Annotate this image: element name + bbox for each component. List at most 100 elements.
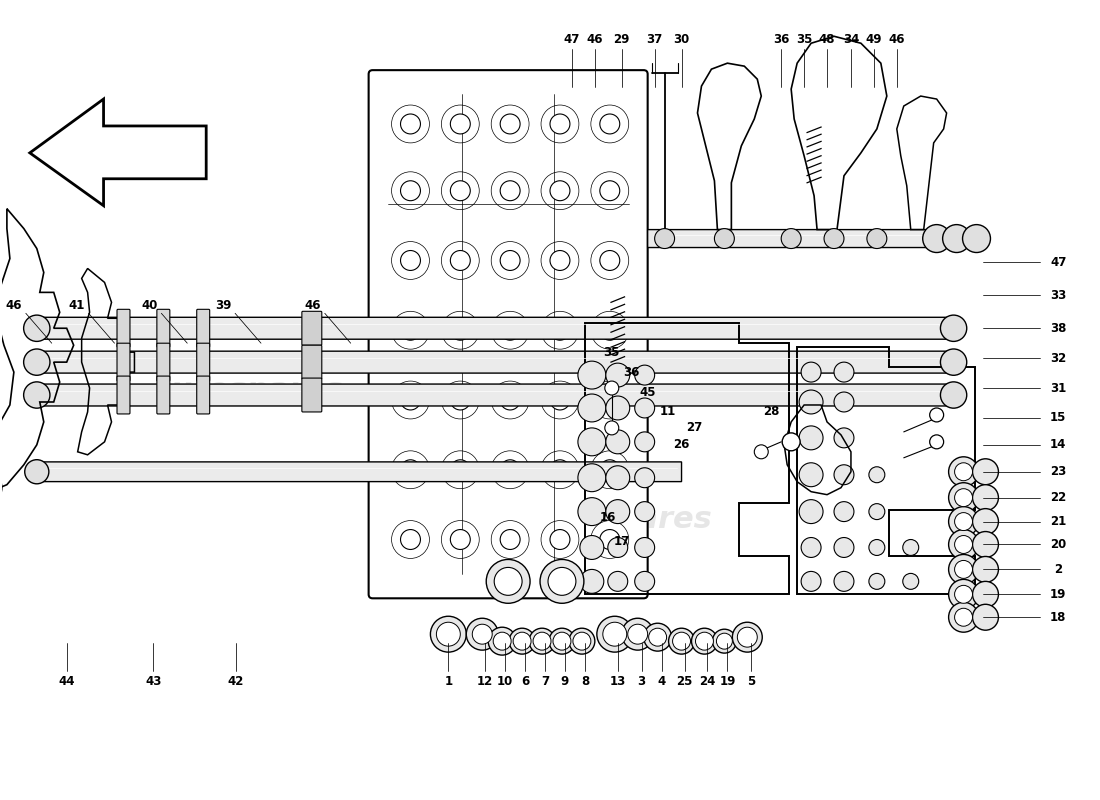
Text: 20: 20 <box>1050 538 1066 551</box>
Text: 43: 43 <box>145 674 162 687</box>
Circle shape <box>869 466 884 482</box>
Text: 17: 17 <box>614 535 630 548</box>
Circle shape <box>450 250 471 270</box>
Circle shape <box>867 229 887 249</box>
Text: 9: 9 <box>561 674 569 687</box>
Circle shape <box>600 530 619 550</box>
Circle shape <box>550 530 570 550</box>
Text: 2: 2 <box>1054 563 1063 576</box>
Circle shape <box>534 632 551 650</box>
Circle shape <box>955 608 972 626</box>
Circle shape <box>23 349 50 375</box>
Circle shape <box>903 539 918 555</box>
Text: 27: 27 <box>686 422 703 434</box>
Circle shape <box>972 582 999 607</box>
Circle shape <box>930 408 944 422</box>
Text: 30: 30 <box>673 33 690 46</box>
Text: 49: 49 <box>866 33 882 46</box>
Circle shape <box>441 521 480 558</box>
Text: 12: 12 <box>477 674 494 687</box>
Circle shape <box>781 229 801 249</box>
Circle shape <box>24 460 48 484</box>
Circle shape <box>869 504 884 519</box>
Circle shape <box>591 451 629 489</box>
Circle shape <box>600 460 619 480</box>
Circle shape <box>606 430 629 454</box>
Text: eurospares: eurospares <box>152 375 344 405</box>
Circle shape <box>801 571 821 591</box>
Circle shape <box>834 428 854 448</box>
Circle shape <box>591 242 629 279</box>
Text: 46: 46 <box>305 299 321 312</box>
Circle shape <box>869 574 884 590</box>
Text: 7: 7 <box>541 674 549 687</box>
Circle shape <box>441 381 480 419</box>
Circle shape <box>672 632 691 650</box>
Circle shape <box>605 421 619 435</box>
Circle shape <box>669 628 694 654</box>
Circle shape <box>600 250 619 270</box>
Circle shape <box>450 390 471 410</box>
Circle shape <box>605 381 619 395</box>
Circle shape <box>930 435 944 449</box>
Circle shape <box>948 554 979 584</box>
Circle shape <box>597 616 632 652</box>
Circle shape <box>486 559 530 603</box>
Circle shape <box>492 172 529 210</box>
Circle shape <box>550 250 570 270</box>
Text: 15: 15 <box>1050 411 1066 425</box>
FancyBboxPatch shape <box>157 376 169 414</box>
Circle shape <box>600 181 619 201</box>
Circle shape <box>714 229 735 249</box>
Circle shape <box>578 464 606 492</box>
Text: 3: 3 <box>638 674 646 687</box>
Circle shape <box>492 105 529 143</box>
Text: 10: 10 <box>497 674 514 687</box>
Text: 26: 26 <box>673 438 690 451</box>
Circle shape <box>400 530 420 550</box>
Text: 39: 39 <box>214 299 231 312</box>
Text: 5: 5 <box>747 674 756 687</box>
FancyBboxPatch shape <box>197 343 210 381</box>
Circle shape <box>553 632 571 650</box>
Circle shape <box>23 382 50 408</box>
Circle shape <box>834 465 854 485</box>
Text: 22: 22 <box>1050 491 1066 504</box>
Circle shape <box>834 502 854 522</box>
Circle shape <box>869 539 884 555</box>
Circle shape <box>500 181 520 201</box>
FancyBboxPatch shape <box>36 384 954 406</box>
Circle shape <box>540 559 584 603</box>
Circle shape <box>955 462 972 481</box>
Text: 48: 48 <box>818 33 835 46</box>
Circle shape <box>578 361 606 389</box>
Circle shape <box>591 311 629 349</box>
Text: 18: 18 <box>1050 610 1066 624</box>
Circle shape <box>600 390 619 410</box>
Text: 36: 36 <box>773 33 790 46</box>
Circle shape <box>635 571 654 591</box>
FancyBboxPatch shape <box>197 376 210 414</box>
Circle shape <box>441 172 480 210</box>
Circle shape <box>430 616 466 652</box>
Circle shape <box>955 586 972 603</box>
Text: 41: 41 <box>68 299 85 312</box>
FancyBboxPatch shape <box>36 462 682 482</box>
FancyBboxPatch shape <box>368 70 648 598</box>
Circle shape <box>755 445 768 458</box>
Circle shape <box>573 632 591 650</box>
Circle shape <box>606 396 629 420</box>
Circle shape <box>608 571 628 591</box>
Text: 47: 47 <box>563 33 580 46</box>
Circle shape <box>940 349 967 375</box>
Circle shape <box>392 172 429 210</box>
Text: 36: 36 <box>624 366 640 378</box>
Circle shape <box>654 229 674 249</box>
FancyBboxPatch shape <box>157 310 169 347</box>
Text: 25: 25 <box>676 674 693 687</box>
Circle shape <box>392 381 429 419</box>
Circle shape <box>500 114 520 134</box>
Circle shape <box>955 535 972 554</box>
Circle shape <box>492 311 529 349</box>
Circle shape <box>635 398 654 418</box>
